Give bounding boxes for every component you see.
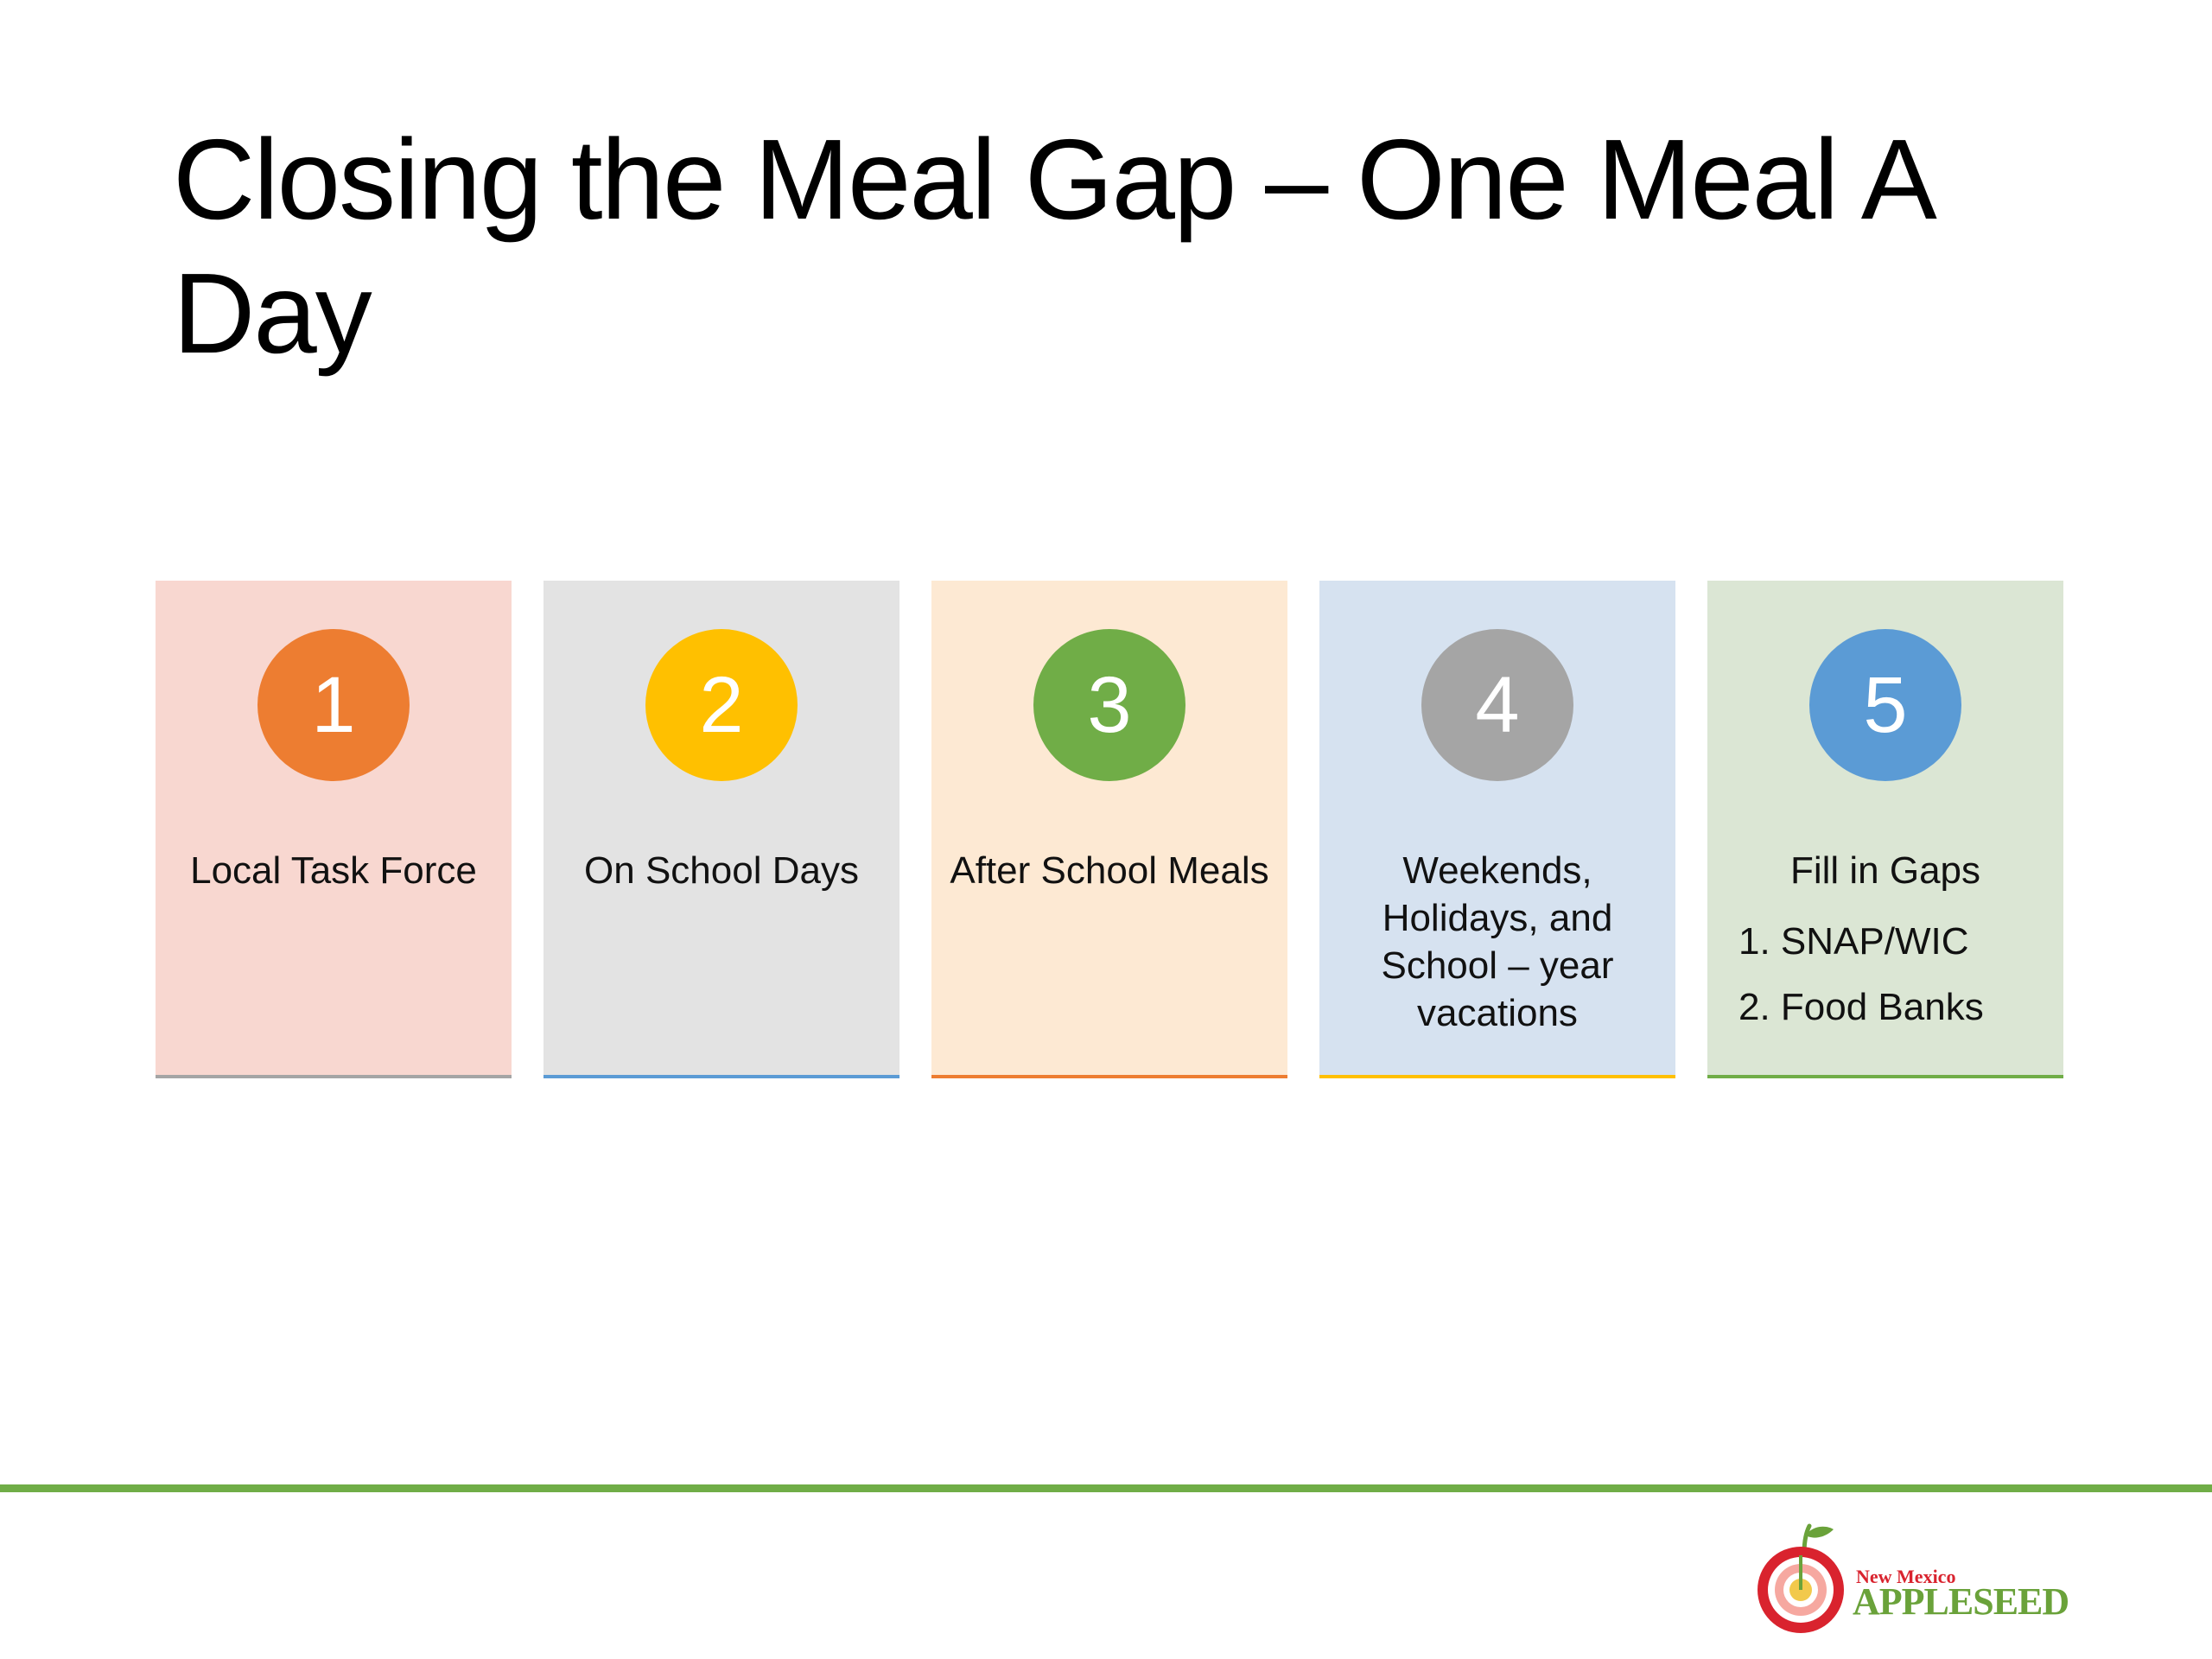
step-5-list: 1. SNAP/WIC 2. Food Banks <box>1738 909 2055 1040</box>
slide-title: Closing the Meal Gap – One Meal A Day <box>173 116 1931 377</box>
step-number-4: 4 <box>1421 629 1573 781</box>
step-number-1: 1 <box>257 629 410 781</box>
step-label-2: On School Days <box>584 849 859 892</box>
logo-text-appleseed: APPLESEED <box>1853 1580 2069 1623</box>
step-label-4: Weekends, Holidays, and School – year va… <box>1381 849 1614 1034</box>
step-card-5: 5 Fill in Gaps 1. SNAP/WIC 2. Food Banks <box>1707 581 2063 1078</box>
step-number-3: 3 <box>1033 629 1185 781</box>
step-card-4: 4 Weekends, Holidays, and School – year … <box>1319 581 1675 1078</box>
appleseed-logo: New Mexico APPLESEED <box>1754 1521 2069 1633</box>
step-label-5: Fill in Gaps <box>1789 849 1981 892</box>
step-number-2: 2 <box>645 629 798 781</box>
steps-row: 1 Local Task Force 2 On School Days 3 Af… <box>156 581 2065 1078</box>
logo-text-new-mexico: New Mexico <box>1856 1566 1956 1587</box>
step-5-list-item-1: 1. SNAP/WIC <box>1738 920 1969 963</box>
step-card-2: 2 On School Days <box>543 581 899 1078</box>
step-number-5: 5 <box>1809 629 1961 781</box>
step-label-3: After School Meals <box>950 849 1269 892</box>
step-5-list-item-2: 2. Food Banks <box>1738 986 1984 1028</box>
step-card-3: 3 After School Meals <box>931 581 1287 1078</box>
footer-divider <box>0 1484 2212 1492</box>
apple-target-icon <box>1758 1523 1844 1633</box>
step-card-1: 1 Local Task Force <box>156 581 512 1078</box>
step-label-1: Local Task Force <box>190 849 477 892</box>
